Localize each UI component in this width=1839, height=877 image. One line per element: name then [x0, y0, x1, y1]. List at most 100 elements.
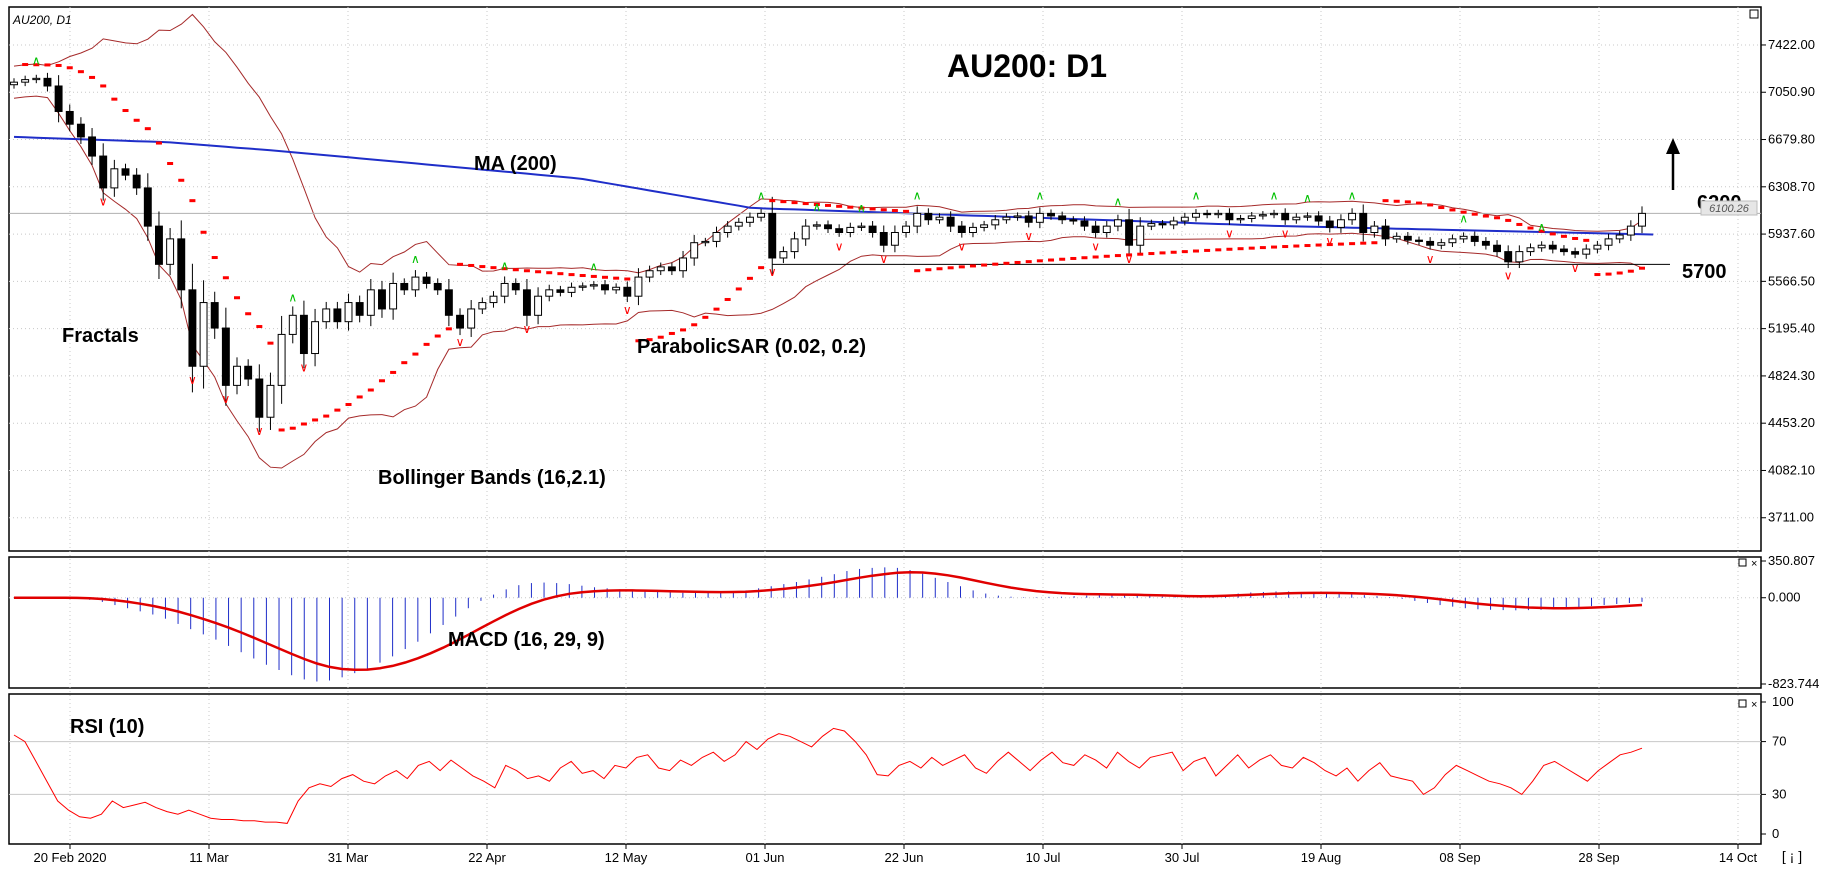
sar-dot [624, 277, 631, 281]
sar-dot [1081, 256, 1088, 260]
info-icon[interactable]: [ ¡ ] [1782, 848, 1802, 864]
time-tick-label: 31 Mar [328, 850, 369, 865]
candle-down [1281, 212, 1290, 221]
time-tick-label: 22 Apr [468, 850, 506, 865]
price-panel-frame [8, 6, 1762, 552]
sar-dot [200, 230, 207, 234]
candle-down [1091, 225, 1100, 233]
candle-up [1336, 219, 1345, 228]
candle-up [166, 238, 175, 265]
candle-up [1247, 215, 1256, 219]
candle-up [1348, 212, 1357, 221]
candle-down [623, 286, 632, 297]
candle-up [1270, 212, 1278, 216]
maximize-icon[interactable] [1749, 9, 1759, 19]
sar-dot [925, 268, 932, 272]
candle-up [1236, 217, 1245, 221]
candle-down [444, 289, 453, 316]
candle-down [511, 282, 520, 291]
sar-dot [858, 206, 865, 210]
sar-dot [167, 162, 174, 166]
candle-up [311, 321, 320, 355]
candle-down [299, 314, 308, 355]
sar-dot [791, 201, 798, 205]
candle-up [690, 242, 699, 259]
sar-dot [691, 323, 698, 327]
panel-close-icon[interactable]: × [1751, 558, 1757, 570]
candle-down [1415, 239, 1423, 242]
candle-up [1604, 238, 1613, 246]
candles [10, 72, 1646, 432]
sar-dot [802, 202, 809, 206]
sar-dot [412, 352, 419, 356]
fractal-up-icon: ∧ [1348, 188, 1357, 202]
panel-close-icon[interactable]: × [1751, 699, 1757, 711]
rsi-tick-label: 30 [1772, 786, 1786, 801]
fractal-up-icon: ∧ [812, 200, 821, 214]
sar-dot [1215, 248, 1222, 252]
rsi-tick-label: 0 [1772, 826, 1779, 841]
sar-dot [590, 274, 597, 278]
sar-dot [312, 418, 319, 422]
fractal-down-icon: ∨ [456, 335, 465, 349]
time-tick-label: 12 May [605, 850, 648, 865]
panel-maximize-icon[interactable] [1738, 699, 1747, 708]
candle-up [21, 79, 30, 83]
panel-maximize-icon[interactable] [1738, 558, 1747, 567]
candle-up [734, 221, 743, 227]
sar-dot [300, 422, 307, 426]
sar-dot [746, 276, 753, 280]
fractal-up-icon: ∧ [1192, 188, 1201, 202]
macd-tick-label: 0.000 [1768, 590, 1801, 605]
rsi-panel-controls[interactable]: × [1738, 699, 1757, 711]
sar-dot [668, 331, 675, 335]
sar-dot [100, 84, 107, 88]
sar-dot [635, 339, 642, 343]
sar-dot [1170, 250, 1177, 254]
sar-dot [557, 272, 564, 276]
sar-dot [457, 262, 464, 266]
sar-dot [178, 178, 185, 182]
candle-down [132, 174, 141, 189]
sar-dot [1560, 234, 1567, 238]
sar-dot [1371, 241, 1378, 245]
candle-down [65, 110, 74, 125]
candle-down [768, 212, 777, 259]
fractal-down-icon: ∨ [1225, 227, 1234, 241]
sar-dot [869, 207, 876, 211]
current-price-badge [1700, 200, 1758, 216]
candle-up [890, 231, 899, 246]
candle-down [1080, 220, 1089, 227]
sar-dot [1549, 232, 1556, 236]
candle-up [478, 302, 487, 310]
sar-dot [680, 328, 687, 332]
candle-down [1314, 215, 1323, 222]
macd-signal-line [14, 571, 1643, 672]
sar-dot [546, 271, 553, 275]
fractal-up-icon: ∧ [589, 260, 598, 274]
candle-down [188, 289, 197, 367]
candle-up [1459, 235, 1468, 240]
current-price-text: 6100.26 [1709, 203, 1750, 215]
macd-panel-controls[interactable]: × [1738, 558, 1757, 570]
candle-up [1515, 251, 1524, 263]
candle-up [1582, 248, 1591, 255]
fractal-down-icon: ∨ [768, 265, 777, 279]
candle-up [913, 212, 922, 227]
candle-up [757, 212, 766, 218]
parabolic-sar [22, 63, 1645, 432]
macd-annotation: MACD (16, 29, 9) [448, 629, 605, 651]
sar-dot [1092, 255, 1099, 259]
sar-dot [1192, 249, 1199, 253]
fractal-down-icon: ∨ [1426, 252, 1435, 266]
candle-up [1192, 212, 1200, 218]
ma-annotation: MA (200) [474, 153, 557, 175]
sar-dot [1237, 247, 1244, 251]
sar-dot [77, 70, 84, 74]
macd-series [14, 567, 1643, 682]
candle-down [924, 212, 933, 221]
candle-up [489, 295, 498, 304]
candle-up [1180, 216, 1189, 222]
fractal-down-icon: ∨ [1091, 239, 1100, 253]
candle-up [679, 257, 687, 272]
